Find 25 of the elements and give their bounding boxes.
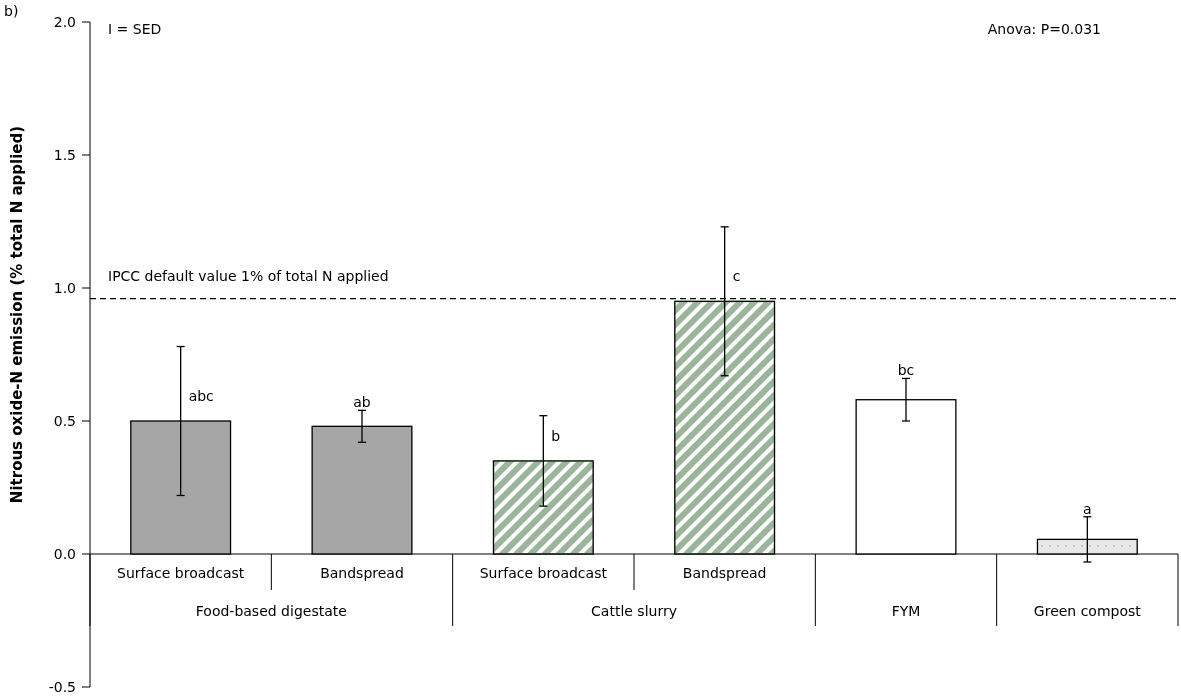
text: b) [4,3,19,19]
annotation: Cattle slurry [591,603,677,619]
data-label: ab [353,394,371,411]
y-tick-label: 1.5 [53,146,76,163]
annotation: Food-based digestate [195,603,347,619]
data-label: abc [188,388,214,404]
y-tick-label: 0.0 [53,545,76,562]
data-label: bc [897,362,915,379]
annotation: FYM [891,603,921,619]
annotation: Anova: P=0.031 [987,21,1101,37]
ref-line-label: IPCC default value 1% of total N applied [108,267,389,284]
data-label: b [551,427,561,444]
data-label: a [1083,500,1092,517]
y-tick-label: -0.5 [48,678,76,695]
annotation: I = SED [108,21,162,37]
x-tick-label: Surface broadcast [117,565,245,581]
x-tick-label: Bandspread [320,565,404,581]
y-tick-label: 2.0 [53,13,76,30]
y-tick-label: 1.0 [53,279,76,296]
y-axis-title: Nitrous oxide-N emission (% total N applied) [8,125,26,504]
x-tick-label: Surface broadcast [479,565,608,581]
y-tick-label: 0.5 [53,412,76,429]
data-label: c [732,268,741,285]
annotation: Green compost [1033,603,1142,619]
x-tick-label: Bandspread [682,565,767,581]
